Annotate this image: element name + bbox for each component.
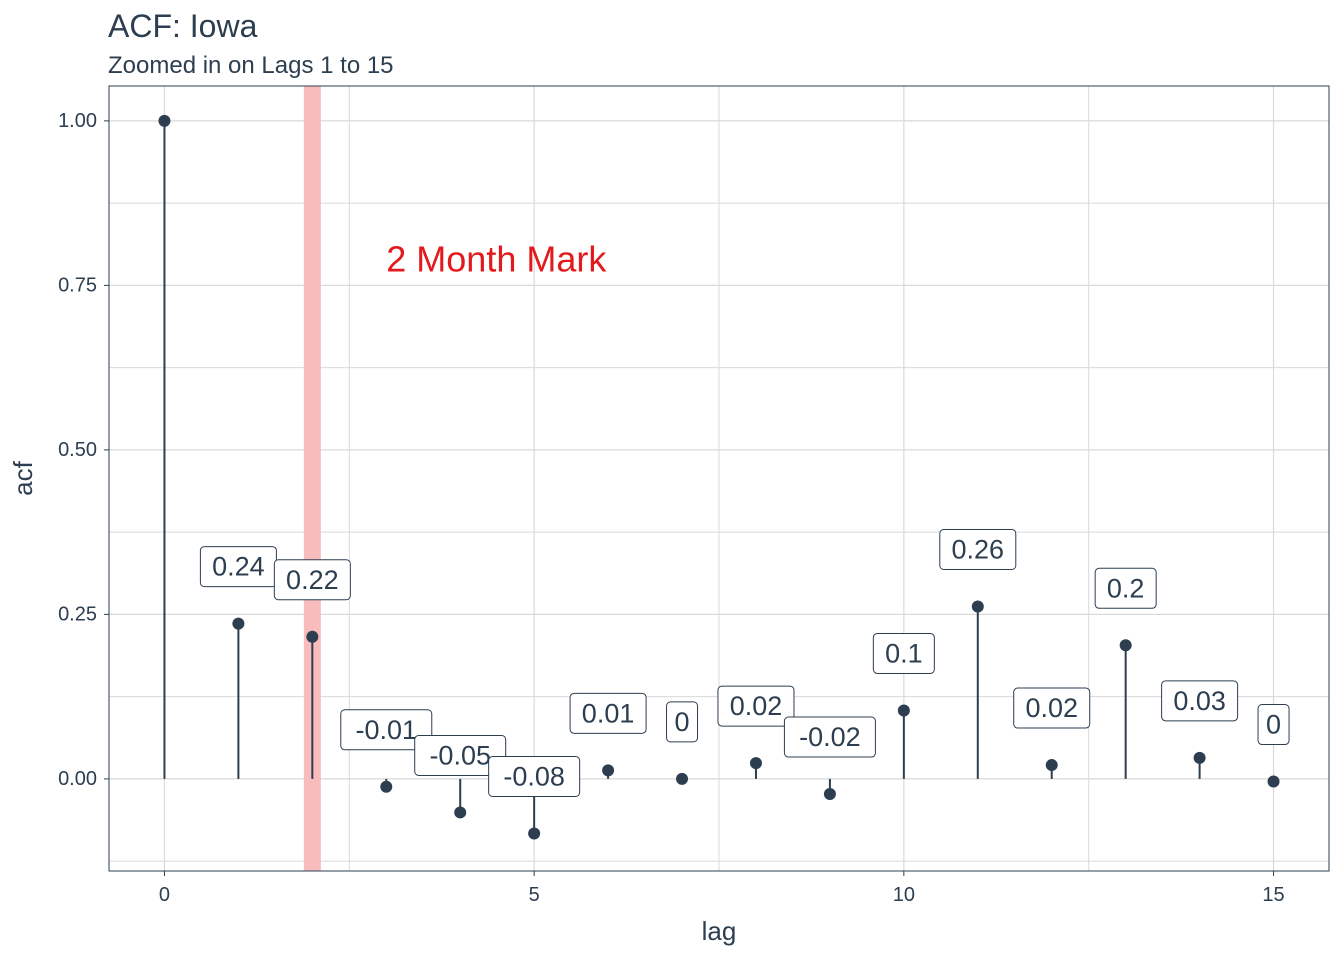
x-tick-label: 0 (159, 884, 170, 906)
value-label-text: 0.02 (1025, 693, 1078, 723)
value-label: 0.22 (273, 559, 351, 601)
value-label-text: 0.1 (885, 638, 923, 668)
value-label: -0.02 (783, 716, 876, 758)
value-label-box (488, 755, 581, 797)
value-label: 0.26 (939, 528, 1017, 570)
value-label-box (1094, 567, 1157, 609)
y-axis-ticks: 0.00 0.25 0.50 0.75 1.00 (58, 110, 109, 790)
x-axis-ticks: 0 5 10 15 (159, 871, 1285, 906)
y-tick-label: 0.75 (58, 274, 97, 296)
value-label: 0.01 (569, 692, 647, 734)
annotation-layer: 2 Month Mark (386, 239, 607, 280)
value-labels: 0.24 0.22 -0.01 -0.05 -0.08 0.01 0 0.02 -0.02 0.1… (199, 528, 1290, 797)
value-label: 0.1 (872, 632, 935, 674)
value-label-box (569, 692, 647, 734)
value-label-text: 0 (1266, 710, 1281, 740)
data-point (823, 788, 836, 801)
data-point (1267, 775, 1280, 788)
value-label: -0.05 (414, 734, 507, 776)
data-point (306, 630, 319, 643)
value-label-box (273, 559, 351, 601)
value-label-text: -0.05 (429, 740, 491, 770)
value-label-text: -0.01 (355, 715, 417, 745)
y-axis-title: acf (8, 460, 38, 495)
value-label-box (414, 734, 507, 776)
data-point (971, 600, 984, 613)
value-label-box (666, 701, 699, 743)
value-label-text: 0.24 (212, 552, 265, 582)
data-point (1045, 759, 1058, 772)
value-label-text: 0.01 (582, 698, 635, 728)
chart-title: ACF: Iowa (108, 8, 258, 44)
value-label: 0 (1257, 704, 1290, 746)
data-point (380, 780, 393, 793)
minor-gridlines (109, 86, 1329, 871)
value-label-text: 0.03 (1173, 686, 1226, 716)
x-tick-label: 5 (529, 884, 540, 906)
data-point (676, 772, 689, 785)
annotation-text: 2 Month Mark (386, 239, 607, 280)
value-label: 0.02 (1013, 687, 1091, 729)
data-point (158, 114, 171, 127)
data-point (454, 806, 467, 819)
chart-subtitle: Zoomed in on Lags 1 to 15 (108, 52, 394, 79)
data-point (749, 757, 762, 770)
x-tick-label: 10 (893, 884, 915, 906)
value-label: 0.2 (1094, 567, 1157, 609)
value-label: 0.03 (1161, 680, 1239, 722)
value-label: -0.08 (488, 755, 581, 797)
y-tick-label: 0.50 (58, 439, 97, 461)
data-point (528, 827, 541, 840)
data-point (897, 704, 910, 717)
value-label-text: -0.08 (503, 761, 565, 791)
value-label: 0.02 (717, 685, 795, 727)
data-point (602, 764, 615, 777)
y-tick-label: 0.00 (58, 768, 97, 790)
value-label-text: 0.02 (730, 691, 783, 721)
value-label-box (340, 709, 433, 751)
value-label-box (872, 632, 935, 674)
value-label: 0.24 (199, 546, 277, 588)
data-point (1193, 751, 1206, 764)
value-label-text: 0.22 (286, 565, 339, 595)
y-tick-label: 1.00 (58, 110, 97, 132)
x-axis-title: lag (702, 916, 737, 946)
value-label-text: 0.26 (952, 534, 1005, 564)
value-label-box (717, 685, 795, 727)
value-label: 0 (666, 701, 699, 743)
data-point (232, 617, 245, 630)
value-label-box (1161, 680, 1239, 722)
value-label-box (783, 716, 876, 758)
value-label-box (939, 528, 1017, 570)
y-tick-label: 0.25 (58, 603, 97, 625)
x-tick-label: 15 (1262, 884, 1284, 906)
panel-border (108, 85, 1330, 872)
lollipop-points (158, 114, 1280, 840)
value-label-box (1257, 704, 1290, 746)
value-label-box (1013, 687, 1091, 729)
value-label-text: -0.02 (799, 722, 861, 752)
value-label-text: 0.2 (1107, 573, 1145, 603)
value-label: -0.01 (340, 709, 433, 751)
data-point (1119, 639, 1132, 652)
value-label-text: 0 (675, 707, 690, 737)
